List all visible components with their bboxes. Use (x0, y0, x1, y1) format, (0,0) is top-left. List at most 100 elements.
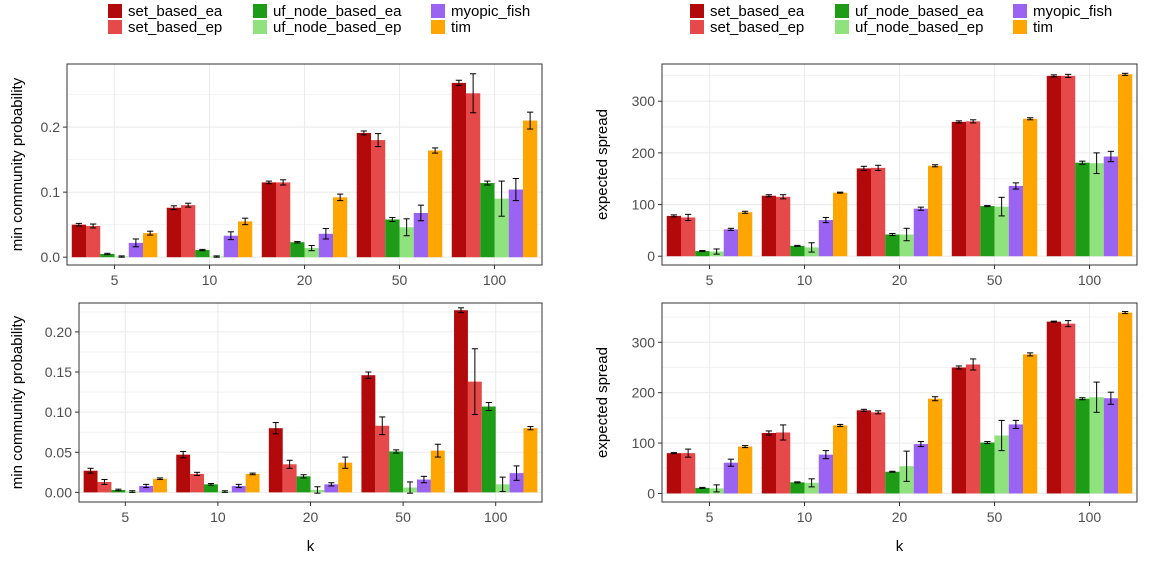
y-tick-label: 300 (632, 93, 656, 109)
bar-tim-k100 (523, 428, 538, 493)
legend-right-label-myopic-fish: myopic_fish (1033, 3, 1112, 20)
x-tick-label: 10 (797, 509, 813, 525)
x-tick-label: 100 (1078, 272, 1102, 288)
bar-myopic-fish-k5 (139, 485, 154, 493)
bar-myopic-fish-k50 (1008, 185, 1023, 257)
bar-set-based-ep-k100 (466, 93, 481, 258)
bar-tim-k50 (1023, 118, 1038, 257)
legend-right-label-uf-node-based-ep: uf_node_based_ep (855, 19, 983, 36)
bar-set-based-ea-k10 (761, 432, 776, 494)
legend-left-label-set-based-ep: set_based_ep (128, 19, 222, 36)
bar-myopic-fish-k5 (723, 229, 738, 257)
y-axis-title: expected spread (594, 347, 611, 458)
bar-set-based-ea-k20 (856, 410, 871, 494)
bar-tim-k5 (738, 212, 753, 257)
bar-set-based-ep-k10 (190, 473, 205, 493)
bar-set-based-ep-k10 (776, 432, 791, 494)
bar-set-based-ep-k50 (371, 140, 386, 258)
bar-uf-node-based-ep-k50 (994, 435, 1009, 494)
bar-uf-node-based-ep-k50 (994, 206, 1009, 257)
legend-left-label-uf-node-based-ea: uf_node_based_ea (273, 3, 402, 20)
bar-set-based-ea-k20 (268, 428, 283, 493)
bar-set-based-ep-k20 (276, 182, 291, 258)
bar-set-based-ep-k50 (966, 364, 981, 494)
y-tick-label: 200 (632, 385, 656, 401)
legend-right-swatch-uf-node-based-ea (835, 4, 849, 18)
bar-uf-node-based-ea-k10 (790, 245, 805, 257)
legend-right-swatch-uf-node-based-ep (835, 20, 849, 34)
panel-bottom-right: 0 100 200 300 5 10 20 50 100 expected spread k (594, 302, 1138, 555)
bar-myopic-fish-k20 (324, 484, 339, 493)
bar-uf-node-based-ep-k100 (1089, 397, 1104, 494)
panel-bottom-left: 0.00 0.05 0.10 0.15 0.20 5 10 20 50 100 min commun… (9, 302, 543, 555)
y-tick-label: 300 (632, 334, 656, 350)
bar-myopic-fish-k20 (913, 208, 928, 257)
x-tick-label: 100 (484, 509, 508, 525)
bar-tim-k10 (833, 192, 848, 257)
bar-uf-node-based-ea-k5 (100, 253, 115, 258)
y-axis-title: min community probability (9, 77, 26, 251)
x-tick-label: 50 (987, 509, 1003, 525)
x-tick-label: 10 (210, 509, 226, 525)
legend-left-swatch-uf-node-based-ep (253, 20, 267, 34)
bar-set-based-ea-k50 (951, 367, 966, 494)
bar-uf-node-based-ea-k20 (290, 242, 305, 258)
bar-set-based-ep-k100 (1061, 75, 1076, 257)
bar-uf-node-based-ea-k50 (389, 451, 404, 493)
bar-tim-k5 (143, 233, 158, 258)
bar-uf-node-based-ea-k50 (980, 442, 995, 494)
bar-myopic-fish-k50 (1008, 424, 1023, 494)
bar-set-based-ep-k100 (467, 381, 482, 493)
bar-uf-node-based-ep-k20 (304, 248, 319, 258)
bar-uf-node-based-ea-k10 (195, 250, 210, 258)
bar-tim-k50 (1023, 354, 1038, 494)
bar-tim-k50 (428, 150, 443, 258)
bar-uf-node-based-ea-k100 (480, 183, 495, 258)
bar-set-based-ep-k5 (681, 453, 696, 494)
y-tick-label: 0.10 (45, 404, 72, 420)
bar-set-based-ea-k10 (761, 195, 776, 257)
bar-uf-node-based-ea-k20 (296, 476, 311, 493)
bar-set-based-ea-k5 (71, 224, 86, 258)
bar-tim-k5 (738, 446, 753, 494)
bar-set-based-ep-k50 (375, 425, 390, 493)
y-tick-label: 0.15 (45, 364, 72, 380)
bar-tim-k100 (1118, 74, 1133, 257)
bar-tim-k100 (1118, 312, 1133, 494)
bar-myopic-fish-k100 (1103, 156, 1118, 257)
bar-tim-k20 (928, 398, 943, 494)
bar-set-based-ep-k10 (181, 205, 196, 258)
bar-uf-node-based-ea-k10 (204, 484, 218, 493)
bar-set-based-ea-k5 (83, 470, 98, 493)
bar-myopic-fish-k50 (416, 479, 431, 493)
y-tick-label: 0.20 (45, 324, 72, 340)
y-tick-label: 0.2 (41, 119, 61, 135)
bar-set-based-ea-k5 (666, 215, 681, 257)
bar-set-based-ea-k50 (356, 132, 371, 258)
y-axis-title: min community probability (9, 315, 26, 489)
bar-myopic-fish-k5 (723, 462, 738, 494)
bar-tim-k20 (333, 197, 348, 258)
bar-myopic-fish-k10 (231, 485, 246, 493)
bar-set-based-ea-k100 (1046, 75, 1061, 257)
bar-set-based-ea-k5 (666, 453, 681, 494)
legend-left-swatch-set-based-ep (108, 20, 122, 34)
legend-right-swatch-myopic-fish (1013, 4, 1027, 18)
bar-uf-node-based-ea-k100 (481, 406, 496, 493)
x-axis-title: k (307, 538, 315, 555)
legend-left-label-tim: tim (451, 19, 471, 36)
y-tick-label: 0 (647, 485, 655, 501)
x-tick-label: 5 (706, 272, 714, 288)
bar-tim-k10 (833, 425, 848, 494)
bar-set-based-ea-k10 (176, 454, 191, 493)
y-tick-label: 200 (632, 145, 656, 161)
x-tick-label: 20 (297, 272, 313, 288)
y-axis-title: expected spread (594, 109, 611, 220)
y-tick-label: 0 (647, 248, 655, 264)
bar-tim-k10 (238, 221, 253, 258)
bar-uf-node-based-ea-k100 (1075, 162, 1090, 257)
legend-left-label-set-based-ea: set_based_ea (128, 3, 223, 20)
legend-right-label-tim: tim (1033, 19, 1053, 36)
